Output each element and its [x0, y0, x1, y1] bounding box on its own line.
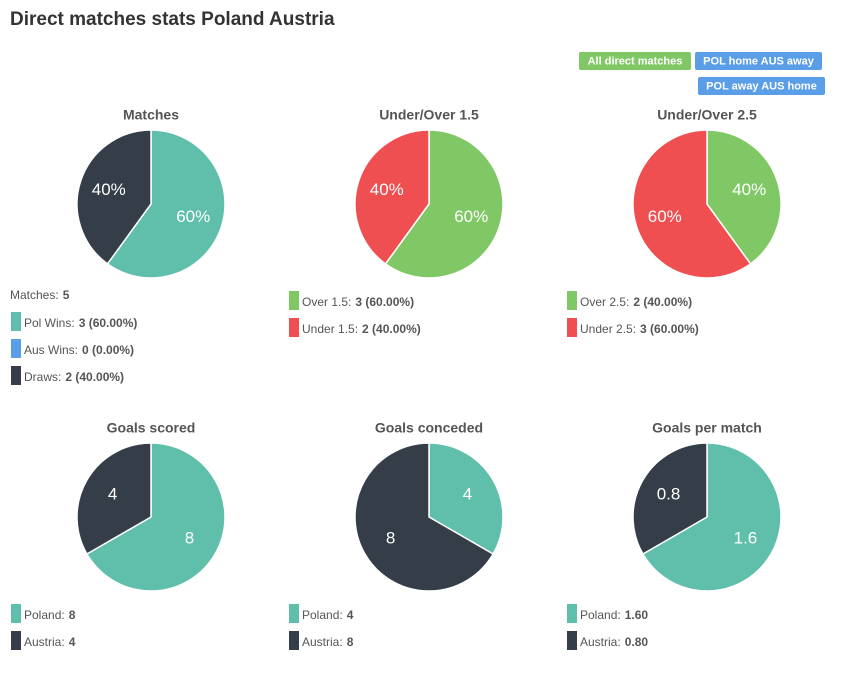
- legend-name: Pol Wins:: [24, 316, 75, 330]
- legend-item: Poland: 8: [24, 608, 76, 622]
- button-bg[interactable]: [698, 77, 825, 95]
- legend-value: 0.80: [625, 635, 649, 649]
- legend-swatch: [289, 291, 299, 310]
- legend-swatch: [11, 631, 21, 650]
- legend-summary: Matches: 5: [10, 288, 70, 302]
- legend-item: Over 2.5: 2 (40.00%): [580, 295, 692, 309]
- legend-value: 8: [347, 635, 354, 649]
- chart-title: Goals per match: [652, 420, 762, 436]
- slice-label: 60%: [454, 207, 488, 226]
- legend-name: Draws:: [24, 370, 61, 384]
- chart-title: Under/Over 2.5: [657, 107, 757, 123]
- legend-name: Over 2.5:: [580, 295, 629, 309]
- slice-label: 1.6: [734, 529, 758, 548]
- chart-title: Matches: [123, 107, 179, 123]
- legend-value: 1.60: [625, 608, 649, 622]
- pie-slice: [632, 442, 708, 556]
- button-label[interactable]: All direct matches: [588, 55, 683, 67]
- button-label[interactable]: POL away AUS home: [706, 80, 817, 92]
- legend-item: Draws: 2 (40.00%): [24, 370, 124, 384]
- button-bg[interactable]: [695, 52, 822, 70]
- summary-label: Matches:: [10, 288, 59, 302]
- pie-slice: [76, 442, 152, 556]
- legend-name: Poland:: [302, 608, 343, 622]
- chart-title: Goals scored: [107, 420, 196, 436]
- pie-slice: [706, 129, 782, 265]
- legend-item: Aus Wins: 0 (0.00%): [24, 343, 134, 357]
- legend-swatch: [567, 291, 577, 310]
- pie-slice: [428, 442, 504, 556]
- button-bg[interactable]: [579, 52, 691, 70]
- legend-value: 2 (40.00%): [633, 295, 692, 309]
- legend-value: 4: [69, 635, 76, 649]
- legend-name: Under 2.5:: [580, 322, 636, 336]
- legend-swatch: [11, 604, 21, 623]
- pie-slice: [76, 129, 152, 265]
- legend-value: 8: [69, 608, 76, 622]
- slice-label: 60%: [176, 207, 210, 226]
- pie-slice: [641, 442, 782, 592]
- slice-label: 8: [185, 529, 194, 548]
- legend-name: Poland:: [580, 608, 621, 622]
- slice-label: 60%: [648, 207, 682, 226]
- legend-name: Austria:: [24, 635, 65, 649]
- legend-name: Poland:: [24, 608, 65, 622]
- legend-swatch: [567, 631, 577, 650]
- legend-value: 0 (0.00%): [82, 343, 134, 357]
- legend-value: 2 (40.00%): [362, 322, 421, 336]
- pie-slice: [354, 129, 430, 265]
- slice-label: 8: [386, 529, 395, 548]
- pie-slice: [632, 129, 752, 279]
- filter-button[interactable]: All direct matches: [579, 52, 691, 70]
- legend-swatch: [289, 631, 299, 650]
- slice-label: 40%: [370, 180, 404, 199]
- legend-swatch: [11, 339, 21, 358]
- filter-button[interactable]: POL home AUS away: [695, 52, 822, 70]
- legend-value: 3 (60.00%): [640, 322, 699, 336]
- legend-item: Austria: 8: [302, 635, 354, 649]
- chart-title: Under/Over 1.5: [379, 107, 479, 123]
- legend-name: Under 1.5:: [302, 322, 358, 336]
- summary-value: 5: [63, 288, 70, 302]
- chart-title: Goals conceded: [375, 420, 483, 436]
- page-title: Direct matches stats Poland Austria: [10, 9, 335, 30]
- legend-value: 2 (40.00%): [65, 370, 124, 384]
- button-label[interactable]: POL home AUS away: [703, 55, 815, 67]
- slice-label: 4: [463, 484, 472, 503]
- legend-name: Over 1.5:: [302, 295, 351, 309]
- legend-name: Austria:: [302, 635, 343, 649]
- legend-swatch: [567, 604, 577, 623]
- legend-swatch: [567, 318, 577, 337]
- legend-swatch: [289, 318, 299, 337]
- legend-item: Pol Wins: 3 (60.00%): [24, 316, 137, 330]
- slice-label: 40%: [92, 180, 126, 199]
- pie-slice: [384, 129, 504, 279]
- legend-item: Poland: 4: [302, 608, 354, 622]
- legend-item: Poland: 1.60: [580, 608, 648, 622]
- pie-slice: [106, 129, 226, 279]
- pie-slice: [85, 442, 226, 592]
- legend-item: Over 1.5: 3 (60.00%): [302, 295, 414, 309]
- pie-slice: [354, 442, 495, 592]
- legend-value: 3 (60.00%): [355, 295, 414, 309]
- legend-swatch: [289, 604, 299, 623]
- legend-name: Aus Wins:: [24, 343, 78, 357]
- legend-item: Austria: 4: [24, 635, 76, 649]
- slice-label: 0.8: [657, 484, 681, 503]
- legend-name: Austria:: [580, 635, 621, 649]
- filter-button[interactable]: POL away AUS home: [698, 77, 825, 95]
- legend-item: Under 1.5: 2 (40.00%): [302, 322, 421, 336]
- legend-value: 3 (60.00%): [79, 316, 138, 330]
- legend-item: Under 2.5: 3 (60.00%): [580, 322, 699, 336]
- slice-label: 40%: [732, 180, 766, 199]
- slice-label: 4: [108, 484, 117, 503]
- legend-value: 4: [347, 608, 354, 622]
- legend-swatch: [11, 366, 21, 385]
- legend-item: Austria: 0.80: [580, 635, 648, 649]
- legend-swatch: [11, 312, 21, 331]
